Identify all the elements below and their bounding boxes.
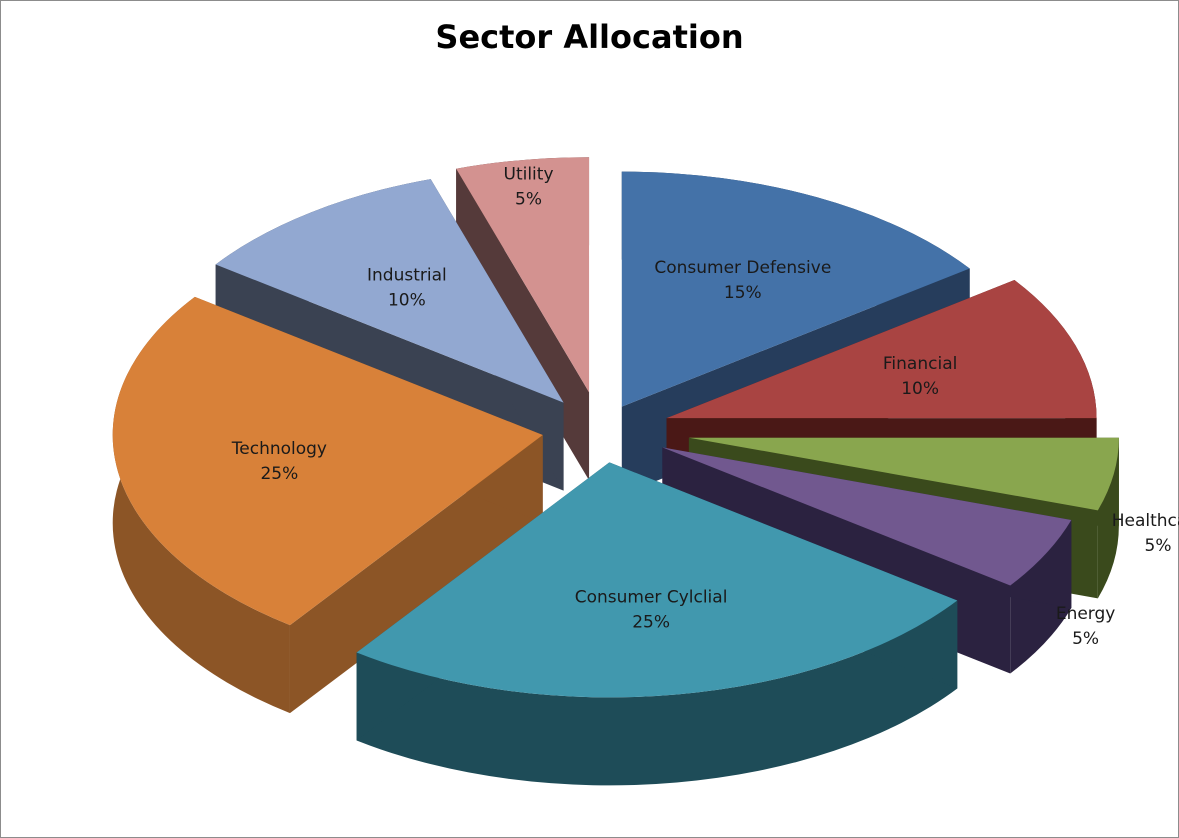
slice-label-name-5: Technology (231, 439, 327, 459)
slice-label-name-6: Industrial (367, 266, 447, 286)
slice-top-3 (662, 447, 1072, 586)
slice-label-name-1: Financial (883, 354, 957, 374)
pie-labels: Consumer Defensive 15% Financial 10% Healthc… (231, 164, 1179, 649)
slice-cut-face-5-0 (289, 434, 543, 714)
slice-top-4 (356, 462, 958, 698)
pie-tops (112, 157, 1119, 698)
slice-label-name-0: Consumer Defensive (654, 258, 831, 278)
slice-label-value-4: 25% (632, 612, 670, 632)
slice-label-6: Industrial 10% (367, 266, 447, 311)
slice-top-6 (215, 179, 564, 403)
slice-label-value-7: 5% (515, 189, 542, 209)
slice-label-name-3: Energy (1056, 604, 1116, 624)
slice-label-2: Healthcare 5% (1112, 511, 1179, 556)
slice-label-value-0: 15% (724, 283, 762, 303)
slice-label-3: Energy 5% (1056, 604, 1116, 649)
slice-top-5 (112, 296, 543, 626)
slice-top-2 (688, 437, 1119, 511)
slice-label-4: Consumer Cylclial 25% (575, 587, 728, 632)
slice-label-value-3: 5% (1072, 629, 1099, 649)
slice-top-0 (621, 171, 970, 407)
slice-label-0: Consumer Defensive 15% (654, 258, 831, 303)
slice-label-value-6: 10% (388, 291, 426, 311)
slice-label-value-5: 25% (260, 464, 298, 484)
slice-label-value-2: 5% (1145, 536, 1172, 556)
slice-label-name-4: Consumer Cylclial (575, 587, 728, 607)
slice-label-7: Utility 5% (504, 164, 554, 209)
slice-label-name-7: Utility (504, 164, 554, 184)
slice-label-5: Technology 25% (231, 439, 327, 484)
slice-top-1 (666, 280, 1097, 419)
slice-side-4 (356, 600, 958, 786)
chart-title: Sector Allocation (435, 18, 744, 56)
slice-label-1: Financial 10% (883, 354, 957, 399)
slice-label-name-2: Healthcare (1112, 511, 1179, 531)
slice-top-7 (456, 157, 590, 393)
slice-label-value-1: 10% (901, 379, 939, 399)
